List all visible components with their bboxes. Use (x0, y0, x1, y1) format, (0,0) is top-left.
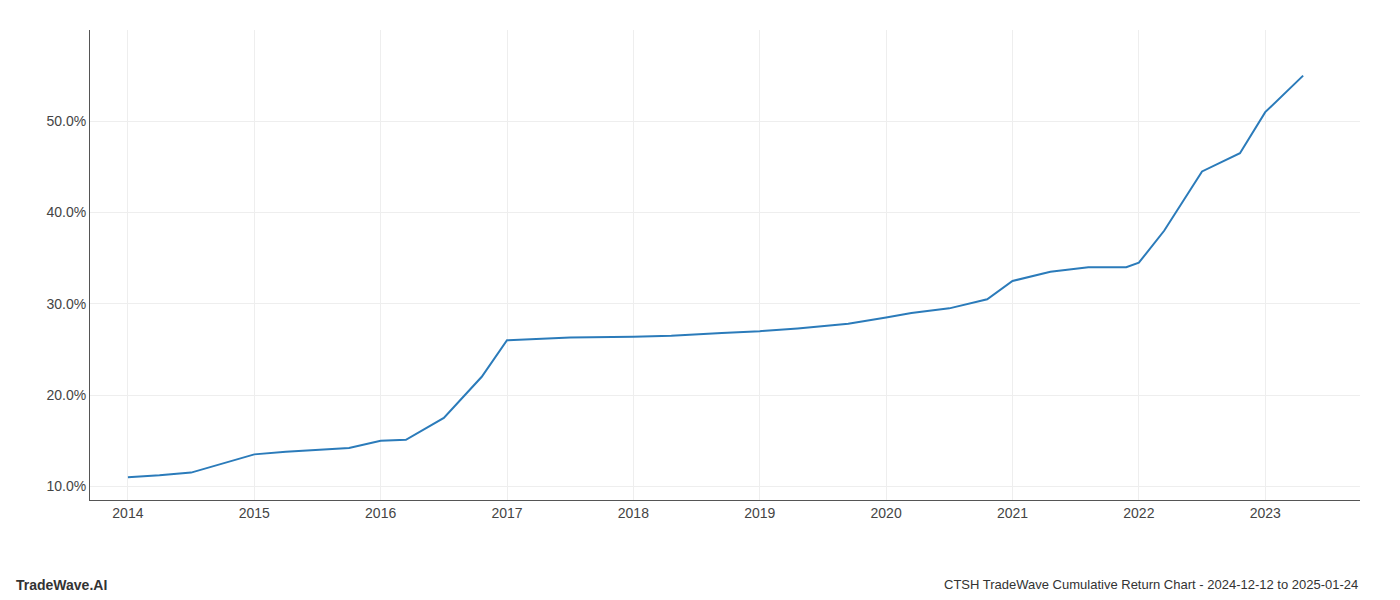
svg-text:CTSH TradeWave Cumulative Retu: CTSH TradeWave Cumulative Return Chart -… (944, 577, 1358, 592)
svg-text:2022: 2022 (1123, 505, 1154, 521)
svg-text:10.0%: 10.0% (46, 478, 86, 494)
svg-text:2023: 2023 (1250, 505, 1281, 521)
svg-text:50.0%: 50.0% (46, 113, 86, 129)
svg-text:30.0%: 30.0% (46, 296, 86, 312)
svg-text:2019: 2019 (744, 505, 775, 521)
svg-text:TradeWave.AI: TradeWave.AI (16, 577, 107, 593)
svg-text:2020: 2020 (871, 505, 902, 521)
svg-text:40.0%: 40.0% (46, 204, 86, 220)
svg-text:2015: 2015 (239, 505, 270, 521)
svg-text:2016: 2016 (365, 505, 396, 521)
svg-text:2018: 2018 (618, 505, 649, 521)
svg-text:2021: 2021 (997, 505, 1028, 521)
svg-text:2014: 2014 (112, 505, 143, 521)
svg-text:2017: 2017 (491, 505, 522, 521)
svg-text:20.0%: 20.0% (46, 387, 86, 403)
